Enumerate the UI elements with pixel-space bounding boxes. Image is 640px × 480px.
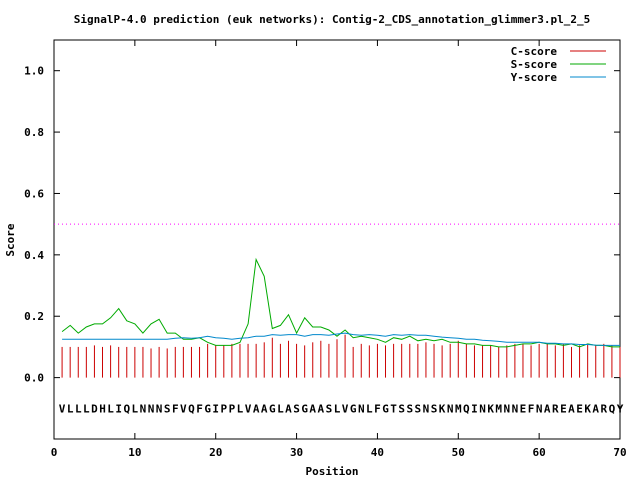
x-tick-label: 10 xyxy=(128,446,141,459)
sequence-residue: D xyxy=(91,402,98,415)
sequence-residue: A xyxy=(568,402,575,415)
sequence-residue: S xyxy=(164,402,171,415)
sequence-residue: A xyxy=(309,402,316,415)
x-tick-label: 20 xyxy=(209,446,222,459)
sequence-residue: I xyxy=(212,402,219,415)
sequence-residue: V xyxy=(342,402,349,415)
sequence-residue: Q xyxy=(609,402,616,415)
sequence-residue: Q xyxy=(463,402,470,415)
sequence-residue: H xyxy=(99,402,106,415)
sequence-residue: L xyxy=(107,402,114,415)
y-score-line xyxy=(62,332,620,346)
sequence-residue: E xyxy=(520,402,527,415)
sequence-residue: V xyxy=(59,402,66,415)
sequence-residue: A xyxy=(544,402,551,415)
x-tick-label: 60 xyxy=(533,446,546,459)
sequence-residue: E xyxy=(560,402,567,415)
sequence-residue: S xyxy=(326,402,333,415)
sequence-residue: L xyxy=(67,402,74,415)
sequence-residue: V xyxy=(245,402,252,415)
sequence-residue: V xyxy=(180,402,187,415)
sequence-residue: F xyxy=(528,402,535,415)
sequence-residue: G xyxy=(204,402,211,415)
sequence-residue: N xyxy=(447,402,454,415)
sequence-residue: F xyxy=(196,402,203,415)
sequence-residue: G xyxy=(350,402,357,415)
sequence-residue: L xyxy=(334,402,341,415)
sequence-residue: F xyxy=(374,402,381,415)
sequence-residue: N xyxy=(479,402,486,415)
sequence-residue: N xyxy=(503,402,510,415)
sequence-residue: I xyxy=(471,402,478,415)
sequence-residue: Q xyxy=(188,402,195,415)
x-tick-label: 70 xyxy=(613,446,626,459)
chart-title: SignalP-4.0 prediction (euk networks): C… xyxy=(74,13,591,26)
y-tick-label: 0.2 xyxy=(24,310,44,323)
sequence-residue: N xyxy=(536,402,543,415)
sequence-residue: A xyxy=(318,402,325,415)
x-axis-label: Position xyxy=(306,465,359,478)
sequence-residue: S xyxy=(406,402,413,415)
sequence-residue: Y xyxy=(617,402,624,415)
sequence-residue: P xyxy=(229,402,236,415)
sequence-residue: L xyxy=(83,402,90,415)
x-tick-label: 30 xyxy=(290,446,303,459)
sequence-residue: L xyxy=(132,402,139,415)
sequence-residue: L xyxy=(277,402,284,415)
axes-layer: 0.0 0.2 0.4 0.6 0.8 1.0 0 10 20 30 40 50 60 70 xyxy=(24,39,627,459)
sequence-residue: E xyxy=(576,402,583,415)
y-tick-label: 0.6 xyxy=(24,187,44,200)
sequence-residue: N xyxy=(148,402,155,415)
sequence-residue: G xyxy=(382,402,389,415)
sequence-residue: L xyxy=(366,402,373,415)
sequence-residue: M xyxy=(495,402,502,415)
sequence-residue: S xyxy=(415,402,422,415)
sequence-residue: S xyxy=(431,402,438,415)
sequence-residue: Q xyxy=(123,402,130,415)
sequence-residue: S xyxy=(398,402,405,415)
x-tick-label: 40 xyxy=(371,446,384,459)
x-tick-label: 0 xyxy=(51,446,58,459)
sequence-residue: N xyxy=(512,402,519,415)
sequence-residue: N xyxy=(423,402,430,415)
sequence-residue: G xyxy=(269,402,276,415)
sequence-residue: N xyxy=(156,402,163,415)
sequence-residue: I xyxy=(115,402,122,415)
sequence-residue: T xyxy=(390,402,397,415)
y-tick-label: 0.0 xyxy=(24,372,44,385)
sequence-residue: A xyxy=(592,402,599,415)
y-tick-label: 1.0 xyxy=(24,65,44,78)
sequence-residue: N xyxy=(140,402,147,415)
sequence-residue: K xyxy=(584,402,591,415)
x-tick-label: 50 xyxy=(452,446,465,459)
sequence-residue: M xyxy=(455,402,462,415)
sequence-residue: P xyxy=(220,402,227,415)
sequence-residue: A xyxy=(285,402,292,415)
sequence-residue: A xyxy=(253,402,260,415)
legend-label-c-score: C-score xyxy=(511,45,558,58)
sequence-residue: L xyxy=(75,402,82,415)
y-axis-label: Score xyxy=(4,223,17,256)
sequence-residue: A xyxy=(261,402,268,415)
sequence-residue: G xyxy=(301,402,308,415)
legend-label-s-score: S-score xyxy=(511,58,558,71)
sequence-residue: N xyxy=(358,402,365,415)
legend-label-y-score: Y-score xyxy=(511,71,558,84)
y-tick-label: 0.4 xyxy=(24,249,44,262)
sequence-residue: R xyxy=(552,402,559,415)
sequence-residue: F xyxy=(172,402,179,415)
sequence-residue: L xyxy=(237,402,244,415)
plot-frame xyxy=(53,39,621,440)
sequence-residue: R xyxy=(601,402,608,415)
sequence-residue: K xyxy=(487,402,494,415)
series-layer xyxy=(54,223,621,378)
sequence-residue: S xyxy=(293,402,300,415)
y-tick-label: 0.8 xyxy=(24,126,44,139)
sequence-residue: K xyxy=(439,402,446,415)
